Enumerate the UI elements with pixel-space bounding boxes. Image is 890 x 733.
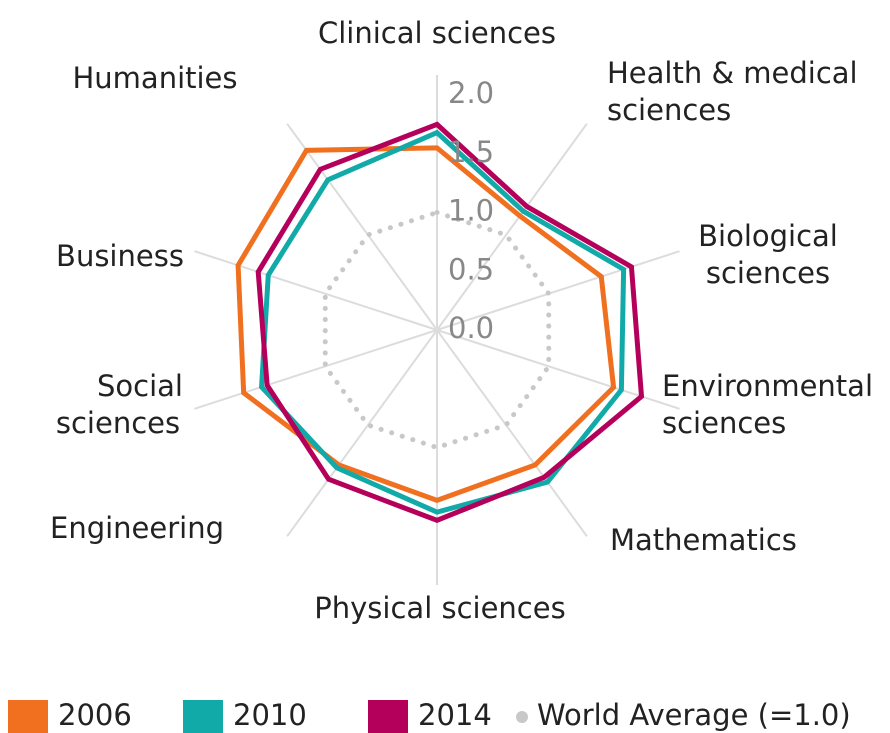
series-line — [258, 129, 627, 515]
series-line — [235, 145, 617, 504]
legend-label: 2014 — [418, 698, 492, 732]
category-label: Physical sciences — [314, 591, 565, 625]
category-label: sciences — [607, 93, 731, 127]
category-label: Humanities — [72, 61, 237, 95]
r-tick-label: 1.0 — [448, 194, 494, 228]
legend-dot — [516, 711, 528, 723]
spoke — [194, 329, 438, 410]
legend-label: World Average (=1.0) — [537, 698, 851, 732]
category-label: Engineering — [50, 511, 224, 545]
r-tick-label: 0.0 — [448, 311, 494, 345]
r-tick-label: 0.5 — [448, 252, 494, 286]
spoke — [286, 123, 438, 331]
legend-label: 2006 — [58, 698, 132, 732]
category-label: Environmental — [662, 369, 873, 403]
spoke — [436, 250, 680, 331]
category-label: sciences — [56, 406, 180, 440]
spoke — [194, 250, 438, 331]
r-tick-label: 2.0 — [448, 76, 494, 110]
category-label: Mathematics — [610, 523, 797, 557]
series-line — [255, 121, 645, 524]
category-label: sciences — [662, 406, 786, 440]
world-average — [322, 209, 552, 451]
category-label: Biological — [698, 219, 838, 253]
category-label: Social — [97, 369, 183, 403]
spoke — [436, 329, 588, 537]
legend-swatch — [8, 700, 48, 733]
category-label: Health & medical — [607, 56, 858, 90]
legend-label: 2010 — [233, 698, 307, 732]
legend-swatch — [183, 700, 223, 733]
spoke — [286, 329, 438, 537]
category-label: Business — [56, 239, 184, 273]
r-tick-label: 1.5 — [448, 135, 494, 169]
category-label: sciences — [706, 256, 830, 290]
category-label: Clinical sciences — [318, 16, 556, 50]
spoke — [436, 123, 588, 331]
legend-swatch — [368, 700, 408, 733]
